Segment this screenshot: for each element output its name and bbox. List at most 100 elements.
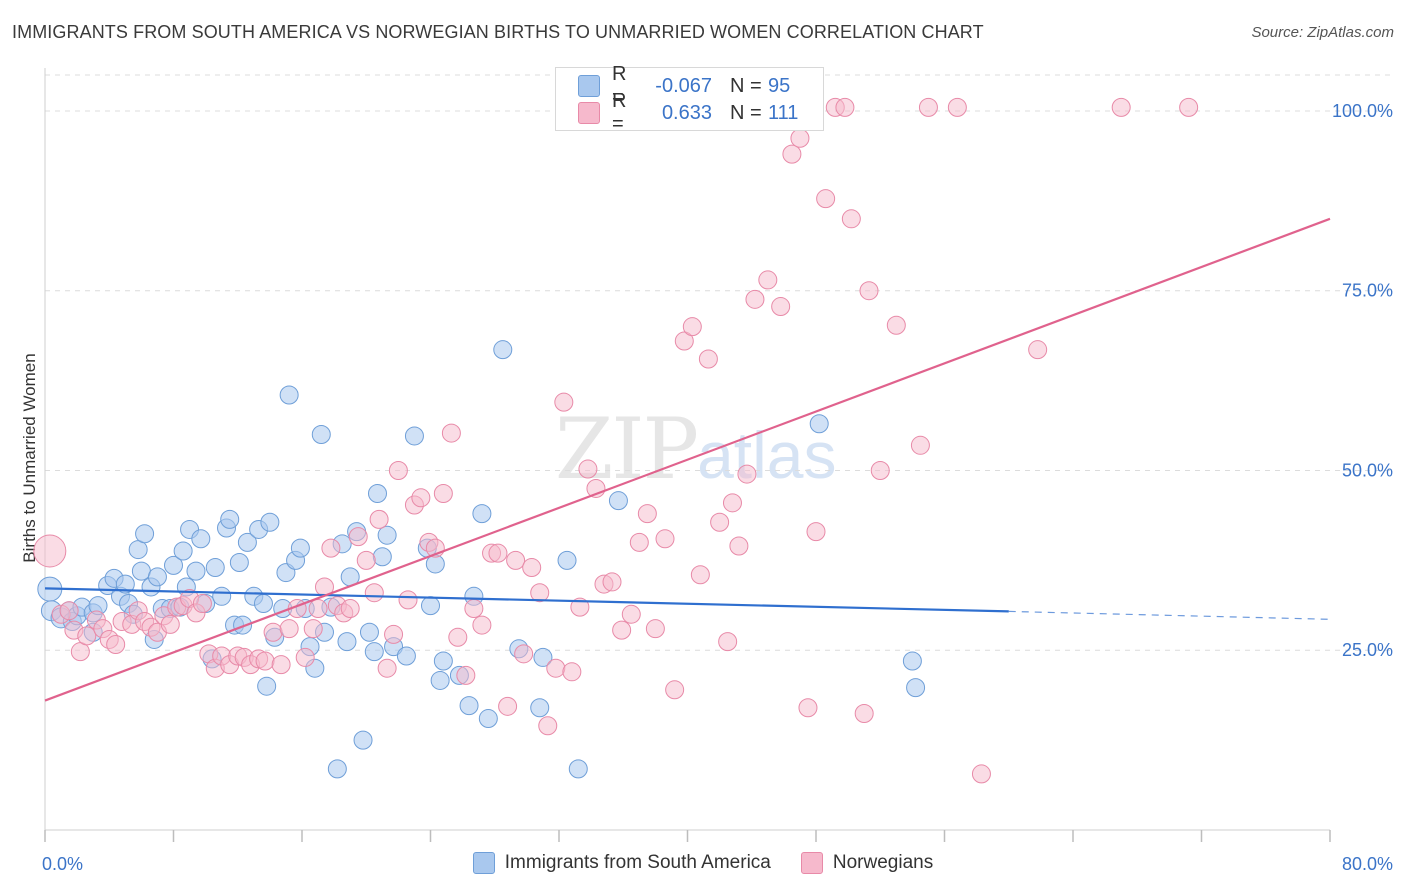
point-norwegians [737, 464, 757, 484]
point-norwegians [308, 599, 328, 619]
point-norwegians [698, 349, 718, 369]
point-norwegians [356, 550, 376, 570]
point-norwegians [369, 509, 389, 529]
point-immigrants [257, 676, 277, 696]
point-immigrants [404, 426, 424, 446]
point-norwegians [340, 599, 360, 619]
point-norwegians [835, 97, 855, 117]
point-immigrants [279, 385, 299, 405]
blue-swatch-icon [578, 75, 600, 97]
point-immigrants [290, 538, 310, 558]
point-norwegians [690, 565, 710, 585]
series-immigrants-points [37, 340, 926, 779]
point-immigrants [472, 504, 492, 524]
point-immigrants [809, 414, 829, 434]
point-norwegians [538, 716, 558, 736]
pink-swatch-icon [578, 102, 600, 124]
point-norwegians [790, 128, 810, 148]
point-norwegians [771, 297, 791, 317]
point-norwegians [729, 536, 749, 556]
point-norwegians [255, 651, 275, 671]
point-norwegians [918, 97, 938, 117]
point-immigrants [557, 550, 577, 570]
point-norwegians [546, 658, 566, 678]
series-legend: Immigrants from South America Norwegians [0, 852, 1406, 874]
n-label: N = [730, 74, 762, 97]
trend-lines [44, 217, 1331, 702]
point-norwegians [841, 209, 861, 229]
point-norwegians [745, 289, 765, 309]
point-norwegians [506, 550, 526, 570]
point-norwegians [621, 604, 641, 624]
point-norwegians [488, 543, 508, 563]
point-immigrants [353, 730, 373, 750]
point-immigrants [478, 709, 498, 729]
point-norwegians [886, 315, 906, 335]
point-norwegians [971, 764, 991, 784]
point-immigrants [364, 642, 384, 662]
trend-line-immigrants [44, 587, 1009, 613]
point-norwegians [77, 626, 97, 646]
point-norwegians [665, 680, 685, 700]
point-norwegians [514, 644, 534, 664]
point-norwegians [1179, 97, 1199, 117]
blue-swatch-icon [472, 852, 495, 874]
point-immigrants [533, 647, 553, 667]
point-norwegians [910, 435, 930, 455]
point-norwegians [629, 532, 649, 552]
legend-label: Immigrants from South America [504, 852, 771, 873]
point-norwegians [570, 597, 590, 617]
point-immigrants [131, 561, 151, 581]
n-value: 95 [768, 74, 791, 97]
point-norwegians [192, 594, 212, 613]
point-norwegians [674, 331, 694, 351]
pink-swatch-icon [800, 852, 823, 874]
x-tick-label-max: 80.0% [1342, 854, 1393, 874]
point-norwegians [384, 624, 404, 644]
point-norwegians [472, 615, 492, 635]
point-norwegians [602, 572, 622, 592]
point-immigrants [233, 615, 253, 635]
point-norwegians [377, 658, 397, 678]
trend-line-norwegians [44, 217, 1331, 702]
point-norwegians [398, 590, 418, 610]
point-norwegians [160, 614, 180, 634]
point-immigrants [191, 529, 211, 549]
legend-item-norwegians[interactable]: Norwegians [800, 852, 934, 874]
point-norwegians [433, 483, 453, 503]
point-immigrants [115, 574, 135, 594]
legend-item-immigrants[interactable]: Immigrants from South America [472, 852, 771, 874]
legend-row-immigrants: R = -0.067 N = 95 [578, 63, 791, 108]
point-immigrants [608, 491, 628, 511]
point-norwegians [59, 601, 79, 621]
point-immigrants [568, 759, 588, 779]
point-immigrants [147, 567, 167, 587]
y-tick-label: 75.0% [1342, 281, 1393, 301]
legend-row-norwegians: R = 0.633 N = 111 [578, 90, 798, 135]
tick-labels: 25.0% 50.0% 75.0% 100.0% 0.0% 80.0% [42, 101, 1393, 874]
point-norwegians [637, 504, 657, 524]
point-immigrants [359, 622, 379, 642]
point-norwegians [722, 493, 742, 513]
legend-label: Norwegians [832, 852, 934, 873]
point-norwegians [411, 488, 431, 508]
point-norwegians [798, 698, 818, 718]
point-norwegians [364, 583, 384, 603]
point-norwegians [758, 270, 778, 290]
point-norwegians [578, 459, 598, 479]
axes [44, 68, 1331, 842]
point-immigrants [530, 698, 550, 718]
y-tick-label: 25.0% [1342, 640, 1393, 660]
point-norwegians [530, 583, 550, 603]
n-label: N = [730, 101, 762, 124]
point-immigrants [372, 547, 392, 567]
point-norwegians [321, 538, 341, 558]
point-immigrants [229, 553, 249, 573]
point-immigrants [311, 425, 331, 445]
point-norwegians [1111, 97, 1131, 117]
point-immigrants [459, 696, 479, 716]
series-norwegians-points [33, 97, 1199, 784]
point-immigrants [902, 651, 922, 671]
point-norwegians [464, 599, 484, 619]
